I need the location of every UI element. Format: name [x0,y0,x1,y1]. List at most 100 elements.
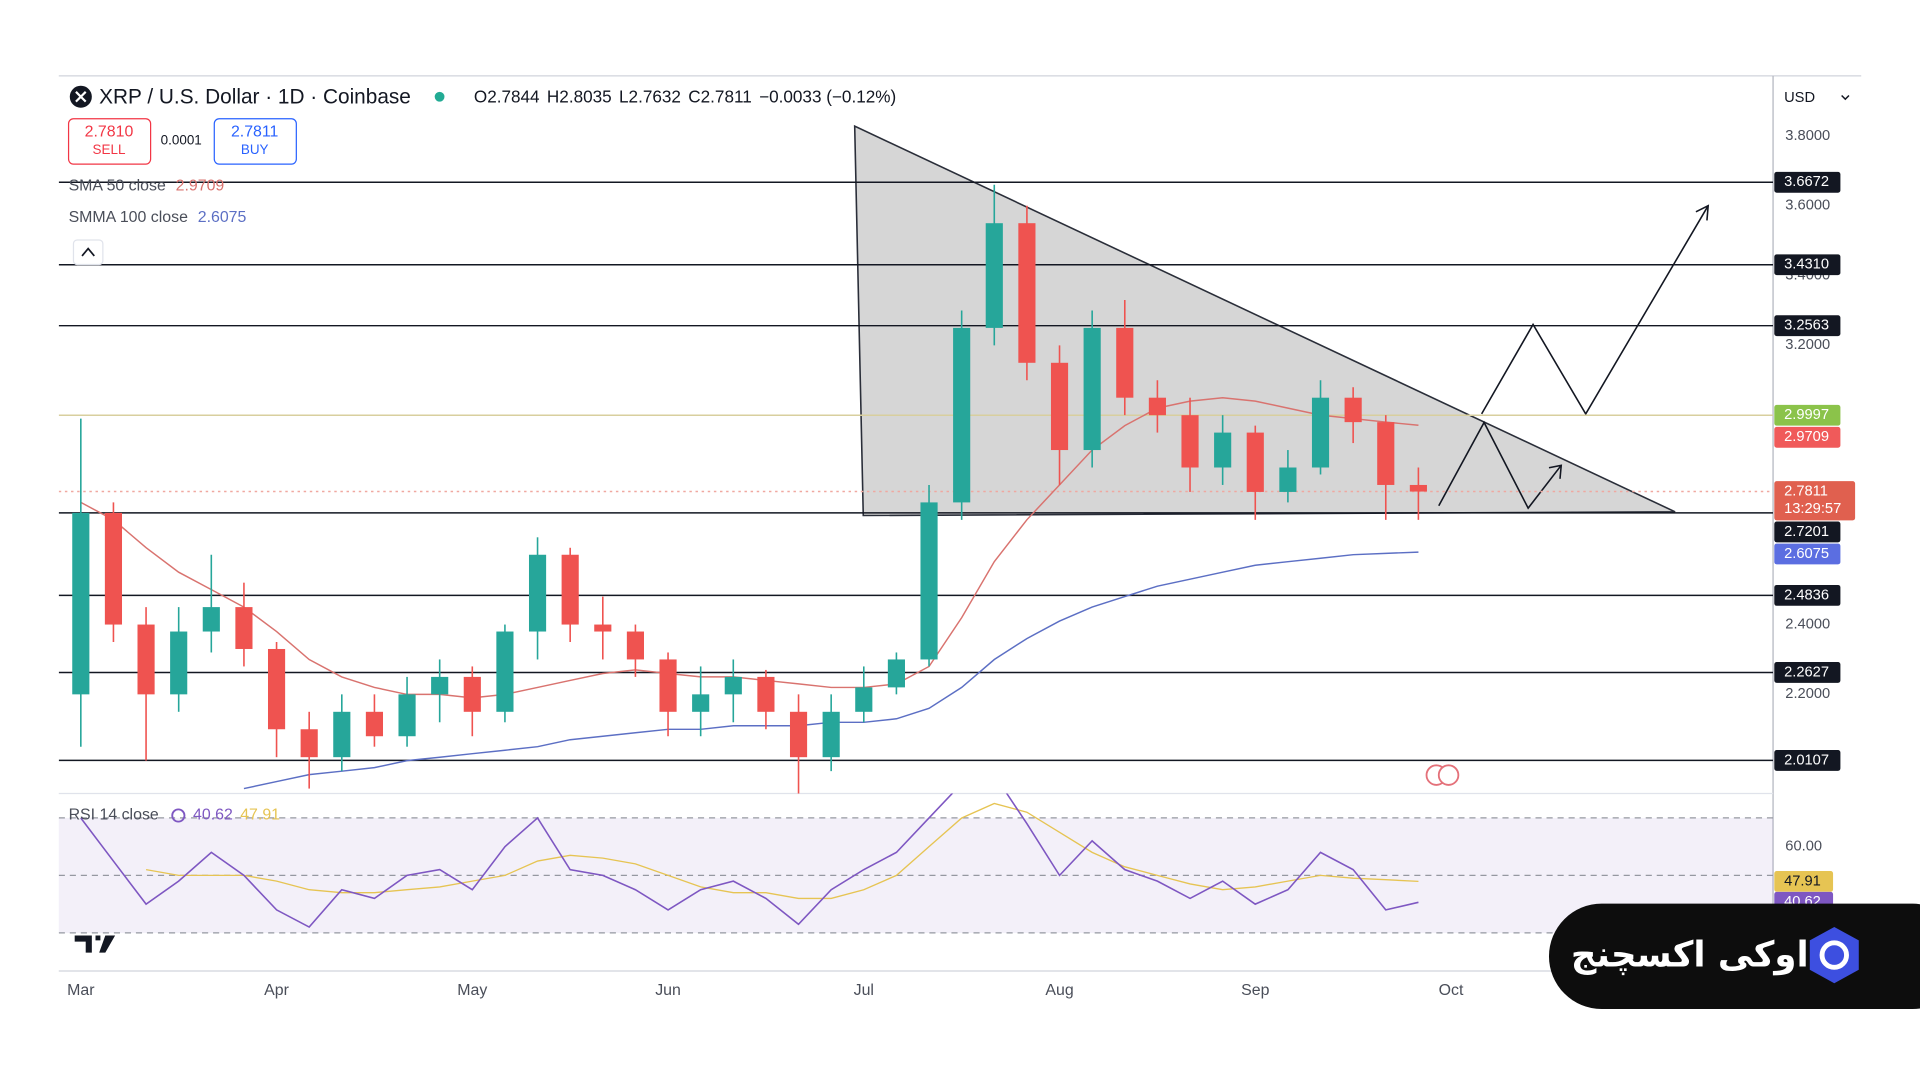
price-tag [1774,584,1841,606]
candle-body [822,711,840,758]
price-tag [1774,404,1841,426]
candle-body [1344,397,1362,423]
ohlc: O2.7844 H2.8035 L2.7632 C2.7811 −0.0033 (−0.… [474,86,896,106]
candle-body [202,607,220,632]
event-icon [1437,764,1460,786]
ohlc-value: O2.7844 [474,86,540,106]
price-tag-label: 2.9709 [1784,429,1829,445]
x-tick-label: May [457,982,487,999]
price-tag [1774,254,1841,276]
projection-arrow [1480,205,1709,416]
price-tag-label: 3.6672 [1784,174,1829,190]
candle-body [1279,467,1297,492]
brand-name: اوکی اکسچنج [1571,934,1809,975]
x-tick-label: Mar [67,982,95,999]
sell-button[interactable] [67,118,152,165]
candle-body [1116,327,1134,398]
moving-average [80,396,1419,699]
candle-body [1246,432,1264,492]
ohlc-value: −0.0033 (−0.12%) [759,86,896,106]
y-tick-label: 3.2000 [1785,337,1830,353]
brand-badge [1548,903,1920,1009]
candle-body [170,631,188,695]
candle-body [1409,484,1427,492]
x-tick-label: Oct [1439,982,1464,999]
price-tag-label: 2.4836 [1784,587,1829,603]
brand-icon-ring [1819,940,1849,970]
rsi-line [80,793,1419,929]
tv-logo [74,935,116,953]
candle-body [855,687,873,712]
rsi-band [58,817,1774,934]
candle-body [724,676,742,695]
currency[interactable]: USD [1784,90,1815,106]
sell-label: SELL [93,142,126,157]
sell-price: 2.7810 [85,123,134,140]
candle-body [365,711,384,737]
collapse-button[interactable] [72,239,104,266]
candle-body [267,648,286,730]
candle-body [235,607,253,649]
candle-body [528,554,547,632]
currency-caret [1841,94,1850,101]
candle-body [561,554,579,625]
candle-body [1181,415,1199,468]
price-tag-label: 2.0107 [1784,752,1829,768]
candle-body [887,659,905,688]
candle-body [463,676,481,712]
plot: 3.80003.60003.40003.20002.40002.2000SMA … [58,128,1856,999]
ohlc-value: H2.8035 [547,86,612,106]
buy-button[interactable] [213,118,297,165]
price-tag-label: 2.2627 [1784,664,1829,680]
price-countdown: 13:29:57 [1784,501,1841,517]
candle-body [300,729,318,758]
price-tag [1774,543,1841,565]
rsi-legend-icon [171,808,186,823]
candle-body [1018,223,1036,363]
rsi-ma-tag [1774,870,1834,892]
price-tag-label: 2.9997 [1784,407,1829,423]
rsi-legend-ma: 47.91 [240,807,280,824]
rsi-tick-label: 60.00 [1785,839,1822,855]
x-tick-label: Apr [264,982,289,999]
rsi-legend-name: RSI 14 close [69,807,159,824]
arrow-head [1695,204,1710,221]
candle-body [789,711,808,758]
rsi-pane [58,793,1774,934]
rsi-ma-tag-label: 47.91 [1784,873,1821,889]
market-status [434,91,445,102]
x-tick-label: Aug [1045,982,1073,999]
price-pane [58,181,1774,794]
symbol-title: XRP / U.S. Dollar · 1D · Coinbase [99,85,411,108]
y-tick-label: 2.2000 [1785,686,1830,702]
y-tick-label: 3.8000 [1785,128,1830,144]
legend-value: 2.9709 [176,177,225,194]
candle-body [1083,327,1101,451]
ohlc-value: C2.7811 [688,86,751,106]
candle-body [333,711,351,758]
price-tag [1774,171,1841,193]
candle-body [104,512,123,625]
candle-body [659,659,677,712]
x-tick-label: Sep [1241,982,1269,999]
symbol-icon-mark [75,91,87,103]
price-tag [1774,662,1841,683]
price-tag [1774,315,1841,337]
y-tick-label: 2.4000 [1785,616,1830,632]
candle-body [1311,397,1330,468]
price-tag-label: 2.7201 [1784,524,1829,540]
candle-body [1377,422,1395,485]
candle-body [626,631,644,660]
collapse-icon [81,247,95,257]
price-tag [1774,481,1856,521]
buy-label: BUY [241,142,269,157]
candle-body [692,694,710,712]
candle-body [496,631,514,712]
price-tag-label: 3.4310 [1784,257,1829,273]
x-tick-label: Jul [854,982,874,999]
candle-body [1148,397,1166,416]
legend-name: SMMA 100 close [69,209,189,226]
